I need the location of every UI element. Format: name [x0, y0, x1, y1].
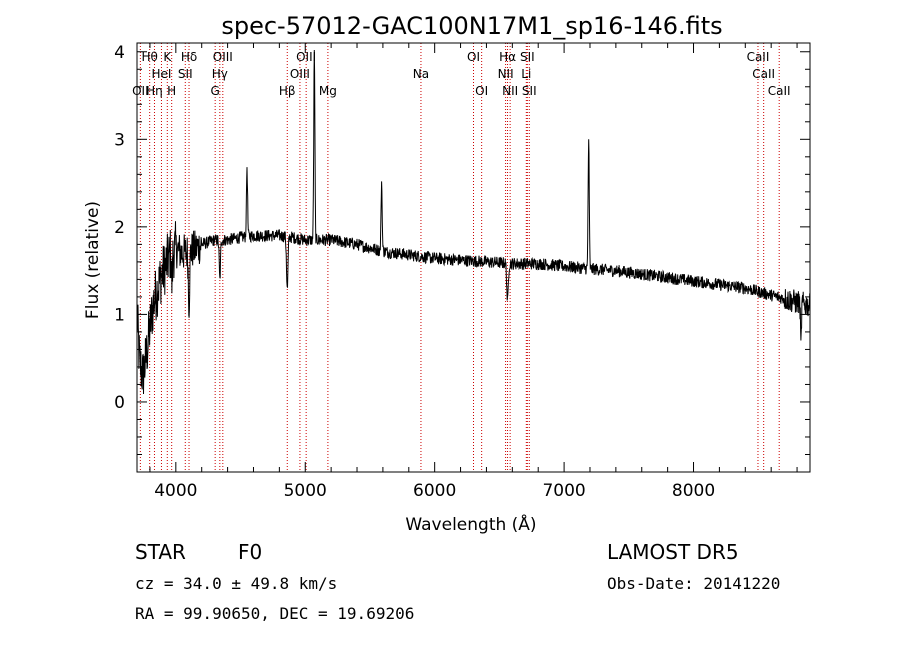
line-label-14: Mg: [319, 84, 337, 98]
line-label-23: SII: [522, 84, 537, 98]
line-label-12: OIII: [290, 67, 310, 81]
line-label-0: OII: [132, 84, 149, 98]
line-label-24: CaII: [747, 50, 770, 64]
line-labels: OIIHθHηHeIKHSIIHδGHγOIIIHβOIIIOIIIMgNaOI…: [132, 50, 791, 98]
line-label-25: CaII: [752, 67, 775, 81]
survey-name: LAMOST DR5: [607, 540, 739, 564]
line-label-19: Hα: [499, 50, 516, 64]
line-label-9: Hγ: [212, 67, 228, 81]
x-tick-label-2: 6000: [413, 481, 456, 501]
line-label-4: K: [163, 50, 172, 64]
line-label-3: HeI: [151, 67, 171, 81]
coordinates: RA = 99.90650, DEC = 19.69206: [135, 604, 415, 623]
line-label-20: NII: [502, 84, 518, 98]
y-tick-label-0: 0: [114, 393, 125, 413]
x-tick-label-3: 7000: [542, 481, 585, 501]
plot-frame: [136, 42, 811, 473]
x-axis-ticks: 4000 5000 6000 7000 8000: [149, 43, 798, 501]
object-class: STAR: [135, 540, 186, 564]
line-label-11: Hβ: [279, 84, 296, 98]
line-label-5: H: [167, 84, 176, 98]
line-label-6: SII: [178, 67, 193, 81]
object-subclass: F0: [238, 540, 263, 564]
x-axis-label: Wavelength (Å): [405, 513, 536, 535]
line-label-2: Hη: [146, 84, 163, 98]
x-tick-label-0: 4000: [154, 481, 197, 501]
y-axis-label: Flux (relative): [83, 201, 103, 319]
chart-title: spec-57012-GAC100N17M1_sp16-146.fits: [221, 12, 722, 40]
line-label-17: OI: [475, 84, 488, 98]
line-label-1: Hθ: [141, 50, 157, 64]
reference-lines: [139, 43, 780, 472]
y-axis-ticks: 0 1 2 3 4: [114, 43, 810, 473]
y-tick-label-2: 2: [114, 218, 125, 238]
y-tick-label-1: 1: [114, 305, 125, 325]
line-label-18: NII: [498, 67, 514, 81]
line-label-13: OIII: [296, 50, 316, 64]
line-label-26: CaII: [768, 84, 791, 98]
y-tick-label-4: 4: [114, 43, 125, 63]
line-label-16: OI: [467, 50, 480, 64]
line-label-8: G: [211, 84, 220, 98]
x-tick-label-1: 5000: [284, 481, 327, 501]
spectrum-line: [136, 49, 811, 395]
observation-date: Obs-Date: 20141220: [607, 574, 781, 593]
y-tick-label-3: 3: [114, 130, 125, 150]
line-label-10: OIII: [213, 50, 233, 64]
line-label-21: Li: [521, 67, 531, 81]
x-tick-label-4: 8000: [672, 481, 715, 501]
redshift-cz: cz = 34.0 ± 49.8 km/s: [135, 574, 338, 593]
line-label-15: Na: [413, 67, 429, 81]
line-label-7: Hδ: [181, 50, 197, 64]
line-label-22: SII: [520, 50, 535, 64]
